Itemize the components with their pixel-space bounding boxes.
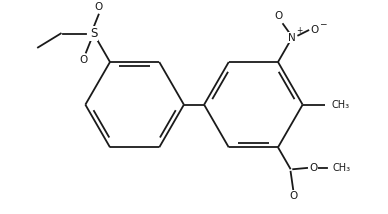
Text: N: N — [288, 33, 296, 43]
Text: O: O — [289, 191, 297, 201]
Text: CH₃: CH₃ — [333, 163, 350, 173]
Text: O: O — [274, 12, 282, 21]
Text: O: O — [95, 2, 103, 12]
Text: S: S — [90, 27, 97, 40]
Text: +: + — [296, 26, 302, 35]
Text: O: O — [79, 55, 88, 65]
Text: O: O — [309, 163, 317, 173]
Text: −: − — [319, 19, 327, 28]
Text: O: O — [310, 25, 319, 35]
Text: CH₃: CH₃ — [332, 100, 350, 110]
